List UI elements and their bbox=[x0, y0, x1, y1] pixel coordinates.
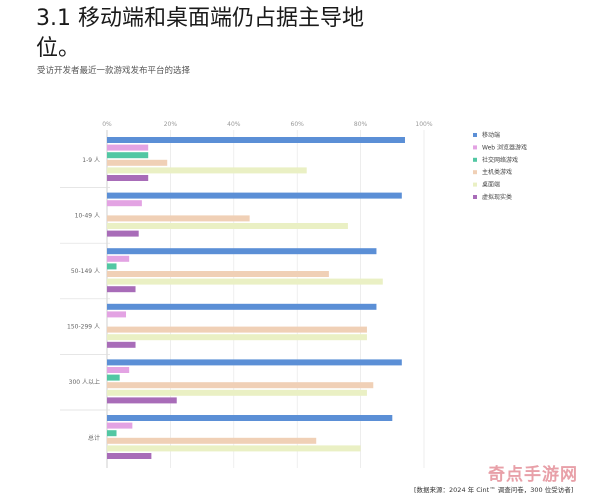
bar bbox=[107, 311, 127, 318]
x-tick-label: 0% bbox=[102, 121, 112, 128]
bar bbox=[107, 397, 177, 404]
bar bbox=[107, 175, 149, 181]
category-label: 总计 bbox=[88, 434, 100, 442]
bar bbox=[107, 271, 329, 277]
legend-swatch bbox=[473, 157, 477, 162]
bar bbox=[107, 200, 142, 207]
bar bbox=[107, 374, 120, 381]
category-label: 10-49 人 bbox=[75, 212, 100, 219]
bar bbox=[107, 215, 250, 222]
bar bbox=[107, 437, 317, 444]
bar bbox=[107, 382, 374, 389]
page-subtitle: 受访开发者最近一款游戏发布平台的选择 bbox=[37, 66, 191, 76]
legend-swatch bbox=[473, 170, 477, 175]
bar bbox=[107, 326, 367, 333]
bar bbox=[107, 359, 402, 366]
bar bbox=[107, 430, 117, 437]
x-tick-label: 40% bbox=[227, 121, 241, 128]
legend-label: 移动端 bbox=[482, 131, 500, 139]
bar bbox=[107, 341, 136, 348]
bar bbox=[107, 192, 402, 199]
bar bbox=[107, 415, 393, 421]
bar bbox=[107, 263, 117, 270]
page-title: 3.1 移动端和桌面端仍占据主导地位。 bbox=[36, 6, 364, 61]
x-tick-label: 20% bbox=[164, 121, 178, 128]
bar bbox=[107, 334, 367, 341]
bar bbox=[107, 230, 139, 237]
bar bbox=[107, 248, 377, 255]
bar bbox=[107, 137, 405, 143]
bar bbox=[107, 445, 361, 452]
bar bbox=[107, 389, 367, 396]
legend-swatch bbox=[473, 133, 477, 137]
category-label: 300 人以上 bbox=[69, 378, 100, 386]
bar bbox=[107, 453, 152, 459]
watermark: 奇点手游网 bbox=[488, 465, 578, 485]
bar bbox=[107, 303, 377, 310]
data-source-note: [数据来源：2024 年 Cint™ 调查问卷，300 位受访者] bbox=[414, 486, 574, 494]
bar bbox=[107, 223, 348, 229]
legend-swatch bbox=[473, 145, 477, 150]
x-tick-label: 80% bbox=[354, 121, 368, 128]
bar bbox=[107, 278, 383, 285]
legend-swatch bbox=[473, 195, 477, 199]
bar bbox=[107, 167, 307, 174]
category-label: 50-149 人 bbox=[71, 268, 100, 275]
legend-label: 虚拟现实类 bbox=[482, 193, 512, 201]
bar bbox=[107, 286, 136, 293]
category-label: 150-299 人 bbox=[67, 324, 100, 331]
bar bbox=[107, 144, 149, 151]
bar bbox=[107, 422, 133, 429]
bar bbox=[107, 152, 149, 159]
bar bbox=[107, 159, 168, 166]
legend-label: 社交网络游戏 bbox=[482, 156, 518, 164]
category-label: 1-9 人 bbox=[82, 157, 100, 164]
bar bbox=[107, 367, 130, 373]
bar bbox=[107, 255, 130, 262]
legend-swatch bbox=[473, 182, 477, 187]
legend-label: Web 浏览器游戏 bbox=[482, 143, 527, 151]
x-tick-label: 60% bbox=[291, 121, 305, 128]
legend-label: 桌面端 bbox=[482, 181, 500, 189]
x-tick-label: 100% bbox=[415, 121, 432, 128]
legend-label: 主机类游戏 bbox=[482, 168, 512, 176]
